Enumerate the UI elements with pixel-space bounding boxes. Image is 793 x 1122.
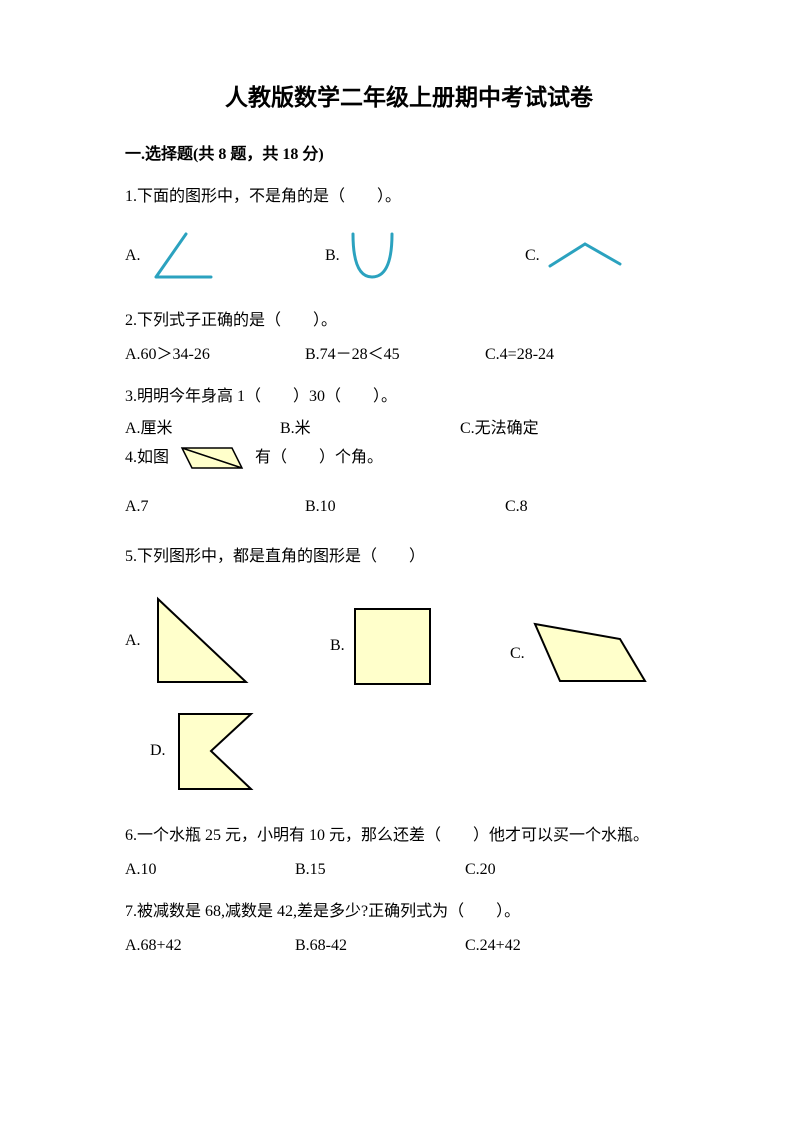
- q7-text: 7.被减数是 68,减数是 42,差是多少?正确列式为（ ）。: [125, 900, 693, 924]
- q6-option-b: B.15: [295, 858, 465, 882]
- arrow-shape-icon: [171, 709, 261, 794]
- question-3: 3.明明今年身高 1（ ）30（ ）。 A.厘米 B.米 C.无法确定: [125, 385, 693, 441]
- q5-option-d-label: D.: [150, 739, 166, 763]
- q5-option-b-label: B.: [330, 634, 345, 658]
- q6-option-c: C.20: [465, 858, 496, 882]
- q2-option-b: B.74－28＜45: [305, 343, 485, 367]
- q5-option-a-label: A.: [125, 629, 141, 653]
- question-4: 4.如图 有（ ）个角。 A.7 B.10 C.8: [125, 443, 693, 519]
- q2-text: 2.下列式子正确的是（ ）。: [125, 309, 693, 333]
- question-2: 2.下列式子正确的是（ ）。 A.60＞34-26 B.74－28＜45 C.4…: [125, 309, 693, 367]
- question-1: 1.下面的图形中，不是角的是（ ）。 A. B. C.: [125, 185, 693, 284]
- curve-shape-icon: [345, 229, 400, 284]
- q4-option-b: B.10: [305, 495, 505, 519]
- q3-text: 3.明明今年身高 1（ ）30（ ）。: [125, 385, 693, 409]
- q1-text: 1.下面的图形中，不是角的是（ ）。: [125, 185, 693, 209]
- q3-option-c: C.无法确定: [460, 417, 539, 441]
- question-5: 5.下列图形中，都是直角的图形是（ ） A. B. C. D.: [125, 545, 693, 794]
- q5-text: 5.下列图形中，都是直角的图形是（ ）: [125, 545, 693, 569]
- q3-option-a: A.厘米: [125, 417, 280, 441]
- q6-option-a: A.10: [125, 858, 295, 882]
- q6-text: 6.一个水瓶 25 元，小明有 10 元，那么还差（ ）他才可以买一个水瓶。: [125, 824, 693, 848]
- q7-option-a: A.68+42: [125, 934, 295, 958]
- q1-option-b-label: B.: [325, 244, 340, 268]
- question-7: 7.被减数是 68,减数是 42,差是多少?正确列式为（ ）。 A.68+42 …: [125, 900, 693, 958]
- angle-shape-icon: [146, 229, 221, 284]
- q4-text-prefix: 4.如图: [125, 446, 169, 470]
- q3-option-b: B.米: [280, 417, 460, 441]
- quadrilateral-icon: [530, 619, 650, 689]
- q7-option-b: B.68-42: [295, 934, 465, 958]
- q7-option-c: C.24+42: [465, 934, 521, 958]
- q1-option-a-label: A.: [125, 244, 141, 268]
- square-icon: [350, 604, 435, 689]
- q2-option-c: C.4=28-24: [485, 343, 554, 367]
- question-6: 6.一个水瓶 25 元，小明有 10 元，那么还差（ ）他才可以买一个水瓶。 A…: [125, 824, 693, 882]
- q1-option-c-label: C.: [525, 244, 540, 268]
- q4-text-suffix: 有（ ）个角。: [255, 446, 383, 470]
- section-1-header: 一.选择题(共 8 题，共 18 分): [125, 143, 693, 167]
- right-triangle-icon: [146, 594, 251, 689]
- rhombus-diagonal-icon: [177, 443, 247, 473]
- q2-option-a: A.60＞34-26: [125, 343, 305, 367]
- open-angle-shape-icon: [545, 236, 625, 276]
- page-title: 人教版数学二年级上册期中考试试卷: [125, 80, 693, 115]
- q4-option-a: A.7: [125, 495, 305, 519]
- q5-option-c-label: C.: [510, 642, 525, 666]
- q4-option-c: C.8: [505, 495, 528, 519]
